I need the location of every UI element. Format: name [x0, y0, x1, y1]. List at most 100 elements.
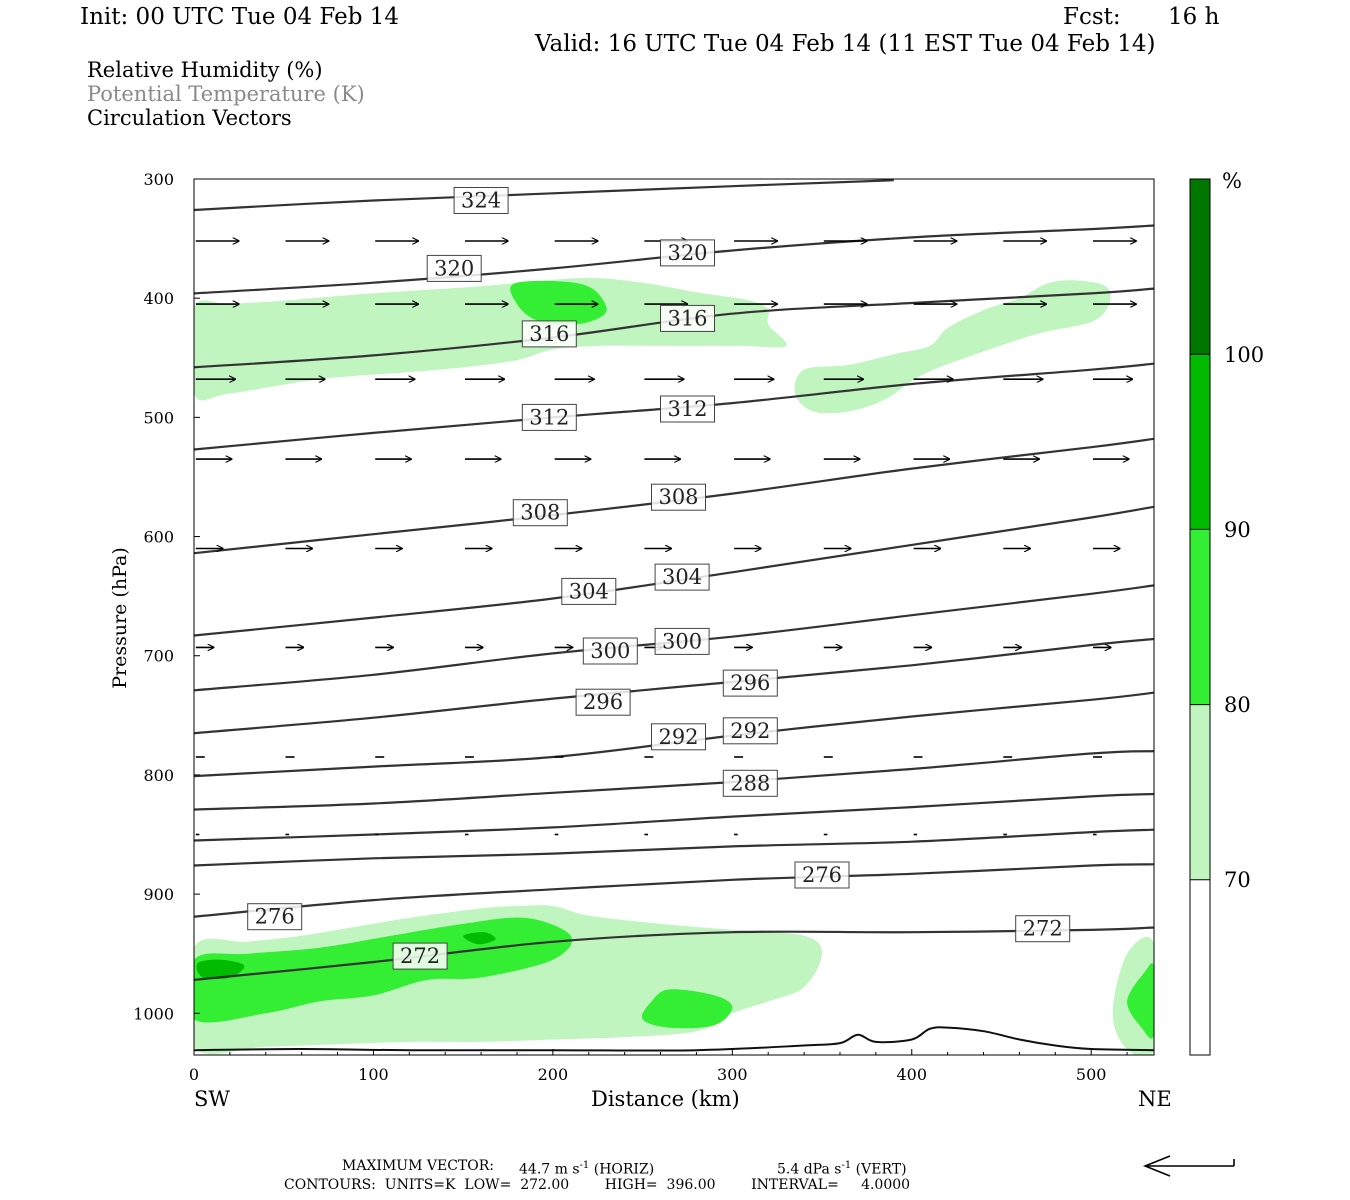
contour-label-box-0	[453, 187, 509, 214]
theta-contour-276	[194, 863, 1154, 918]
contour-label-320: 320	[434, 256, 474, 280]
contour-label-296: 296	[583, 690, 623, 714]
legend-circulation-vectors: Circulation Vectors	[87, 106, 292, 130]
theta-contour-296	[194, 637, 1154, 735]
theta-contour-324	[194, 179, 894, 212]
contour-label-324: 324	[461, 189, 501, 213]
contour-label-box-12	[654, 627, 710, 655]
contour-label-316: 316	[529, 322, 569, 346]
contour-label-box-21	[392, 942, 448, 970]
legend-relative-humidity: Relative Humidity (%)	[87, 58, 323, 82]
x-tick-label-500: 500	[1076, 1065, 1107, 1084]
contour-label-box-19	[247, 903, 303, 931]
vertical-exponent: -1	[841, 1160, 852, 1171]
max-vector-horizontal: 44.7 m s-1 (HORIZ)	[519, 1158, 654, 1178]
contour-label-box-2	[660, 239, 715, 267]
contour-label-292: 292	[658, 725, 698, 749]
relative-humidity-fill	[194, 277, 1154, 1055]
forecast-label: Fcst:	[1063, 4, 1121, 30]
contour-label-box-8	[651, 483, 706, 511]
contour-label-296: 296	[730, 671, 770, 695]
contour-label-276: 276	[255, 905, 295, 929]
horizontal-exponent: -1	[579, 1160, 590, 1171]
rh-colorbar	[1189, 178, 1211, 1056]
theta-contour-288	[194, 750, 1154, 811]
contour-label-276: 276	[802, 863, 842, 887]
colorbar-label-80: 80	[1224, 693, 1251, 717]
colorbar-label-90: 90	[1224, 518, 1251, 542]
contour-label-288: 288	[730, 771, 770, 795]
y-tick-label-800: 800	[143, 766, 174, 785]
horizontal-suffix: (HORIZ)	[589, 1161, 655, 1178]
contour-label-312: 312	[529, 405, 569, 429]
vertical-suffix: (VERT)	[851, 1161, 907, 1178]
x-tick-label-200: 200	[538, 1065, 569, 1084]
colorbar-segment-3	[1190, 704, 1210, 880]
circulation-vectors	[195, 241, 1136, 836]
x-axis-right-end-label: NE	[1138, 1087, 1172, 1111]
colorbar-unit: %	[1222, 169, 1242, 193]
colorbar-label-70: 70	[1224, 868, 1251, 892]
contour-label-308: 308	[658, 485, 698, 509]
theta-contour-292	[194, 691, 1154, 778]
legend-potential-temperature: Potential Temperature (K)	[87, 82, 365, 106]
colorbar-segment-1	[1190, 354, 1210, 530]
x-tick-label-100: 100	[358, 1065, 389, 1084]
y-tick-label-500: 500	[143, 408, 174, 427]
contour-label-320: 320	[667, 241, 707, 265]
contour-label-box-16	[722, 717, 778, 745]
rh-region-90-9	[463, 932, 496, 945]
contour-label-box-4	[660, 304, 715, 332]
x-tick-label-400: 400	[896, 1065, 927, 1084]
init-time: Init: 00 UTC Tue 04 Feb 14	[80, 4, 400, 30]
y-tick-label-600: 600	[143, 528, 174, 547]
contour-label-box-1	[426, 254, 482, 282]
max-vector-vertical: 5.4 dPa s-1 (VERT)	[777, 1158, 907, 1178]
y-axis-title: Pressure (hPa)	[109, 547, 131, 689]
contour-label-box-6	[660, 395, 715, 423]
contour-label-box-18	[794, 861, 850, 889]
rh-region-90-8	[196, 959, 245, 980]
horizontal-value: 44.7 m s	[519, 1161, 580, 1178]
contour-label-272: 272	[400, 944, 440, 968]
max-vector-label: MAXIMUM VECTOR:	[342, 1158, 494, 1174]
plot-frame	[193, 178, 1155, 1056]
contour-label-box-17	[722, 769, 778, 797]
x-axis-left-end-label: SW	[194, 1087, 230, 1111]
rh-region-80-7	[1127, 963, 1154, 1039]
theta-contour-308	[194, 437, 1154, 555]
y-tick-label-900: 900	[143, 885, 174, 904]
y-tick-label-300: 300	[143, 170, 174, 189]
contour-label-box-11	[582, 637, 638, 665]
contour-label-308: 308	[520, 501, 560, 525]
y-tick-label-400: 400	[143, 289, 174, 308]
forecast-hour: 16 h	[1168, 4, 1220, 30]
contour-label-box-5	[521, 403, 577, 431]
colorbar-label-100: 100	[1224, 343, 1265, 367]
rh-region-80-4	[510, 280, 607, 325]
colorbar-segment-0	[1190, 179, 1210, 355]
rh-region-70-0	[194, 277, 787, 401]
contour-label-box-10	[654, 563, 710, 591]
contour-label-272: 272	[1023, 917, 1063, 941]
contour-labels: 324 320 320 316 316 312 312 308 308 304 304 300 300 2…	[247, 187, 1071, 970]
surface-line	[194, 1026, 1154, 1052]
contour-label-300: 300	[590, 639, 630, 663]
contour-label-box-3	[521, 320, 577, 348]
contour-label-box-13	[575, 688, 631, 716]
contour-label-312: 312	[667, 397, 707, 421]
x-tick-label-300: 300	[717, 1065, 748, 1084]
contour-label-box-14	[722, 669, 778, 697]
x-tick-label-0: 0	[189, 1065, 199, 1084]
theta-contour-284	[194, 792, 1154, 842]
contour-label-304: 304	[662, 565, 702, 589]
contours-info: CONTOURS: UNITS=K LOW= 272.00 HIGH= 396.…	[284, 1177, 911, 1193]
contour-label-box-20	[1015, 915, 1071, 943]
colorbar-segment-4	[1190, 879, 1210, 1055]
colorbar-frame	[1189, 178, 1211, 1056]
contour-label-316: 316	[667, 306, 707, 330]
colorbar-segment-2	[1190, 529, 1210, 705]
y-tick-label-700: 700	[143, 647, 174, 666]
valid-time: Valid: 16 UTC Tue 04 Feb 14 (11 EST Tue …	[535, 31, 1156, 57]
